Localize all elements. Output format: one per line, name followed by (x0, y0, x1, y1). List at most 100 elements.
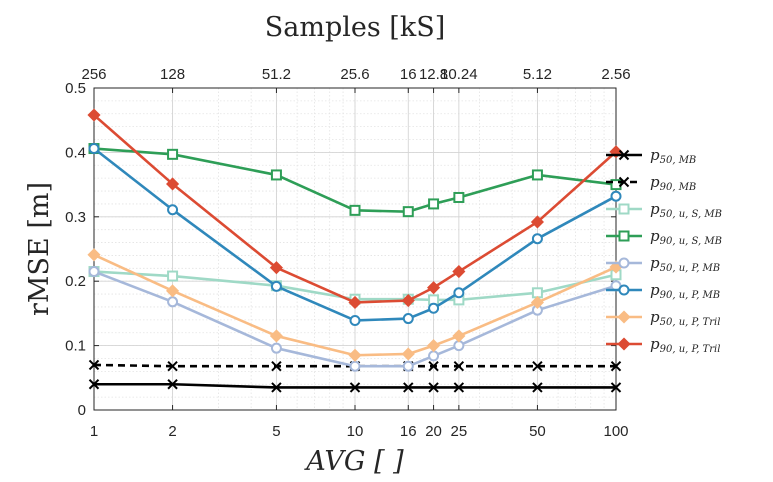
data-point (532, 361, 543, 372)
marker-stroke (271, 382, 282, 393)
legend-swatch-marker (618, 176, 630, 188)
legend-item: p90, u, S, MB (650, 227, 722, 247)
legend-swatch (606, 149, 642, 161)
data-point (167, 296, 179, 308)
legend-swatch-marker (617, 337, 631, 351)
x-tick-label: 100 (603, 423, 628, 440)
data-point (428, 382, 439, 393)
data-point (402, 360, 414, 372)
top-axis-tick-label: 128 (160, 66, 185, 83)
data-point (532, 382, 543, 393)
y-axis-label: rMSE [m] (24, 182, 55, 316)
marker-stroke (349, 382, 361, 393)
legend: p50, MB p90, MB p50, u, S, MB p90, u, S,… (606, 146, 722, 355)
series-0 (88, 379, 622, 393)
data-point (349, 382, 361, 393)
marker-stroke (167, 379, 178, 390)
legend-swatch (606, 176, 642, 188)
series-6 (87, 248, 623, 362)
data-point (453, 361, 465, 372)
data-point (167, 270, 179, 282)
data-point (610, 190, 622, 202)
marker-stroke (88, 379, 100, 390)
data-point (87, 108, 101, 122)
x-tick-label: 20 (425, 423, 442, 440)
legend-swatch (606, 203, 642, 215)
data-point (453, 287, 465, 299)
marker-stroke (610, 382, 622, 393)
data-point (166, 284, 180, 298)
data-point (88, 359, 100, 371)
legend-label: p50, u, P, MB (650, 254, 720, 274)
data-point (427, 281, 441, 295)
x-tick-label: 10 (347, 423, 364, 440)
data-point (453, 191, 465, 203)
marker-stroke (618, 176, 630, 188)
marker-stroke (428, 361, 439, 372)
legend-item: p50, MB (650, 146, 696, 166)
y-tick-label: 0.1 (65, 338, 86, 355)
legend-swatch (606, 337, 642, 351)
data-point (401, 347, 415, 361)
x-tick-label: 2 (168, 423, 176, 440)
data-point (428, 198, 440, 210)
data-point (269, 329, 283, 343)
legend-label: p50, u, S, MB (650, 200, 722, 220)
legend-label: p90, u, S, MB (650, 227, 722, 247)
top-axis-tick-label: 256 (81, 66, 106, 83)
data-point (530, 215, 544, 229)
data-point (401, 293, 415, 308)
legend-swatch (606, 257, 642, 269)
marker-stroke (167, 361, 178, 372)
legend-label: p50, MB (650, 146, 696, 166)
data-point (88, 143, 100, 155)
y-tick-label: 0.5 (65, 80, 86, 97)
top-axis-tick-label: 12.8 (419, 66, 448, 83)
data-point (452, 329, 466, 343)
data-point (167, 148, 179, 160)
data-point (88, 266, 100, 278)
marker-stroke (453, 382, 465, 393)
top-axis-tick-label: 51.2 (262, 66, 291, 83)
legend-swatch-marker (618, 257, 630, 269)
data-point (270, 280, 282, 292)
data-point (348, 295, 362, 310)
legend-swatch (606, 284, 642, 296)
chart-title: Samples [kS] (265, 12, 445, 43)
data-point (453, 382, 465, 393)
x-tick-label: 16 (400, 423, 417, 440)
data-point (428, 350, 440, 362)
data-point (88, 379, 100, 390)
data-point (349, 314, 361, 326)
data-point (610, 361, 622, 372)
legend-item: p90, u, P, Tril (650, 335, 720, 355)
legend-swatch-marker (618, 284, 630, 296)
top-axis-tick-label: 16 (400, 66, 417, 83)
data-point (427, 339, 441, 353)
data-point (167, 379, 178, 390)
data-point (610, 382, 622, 393)
x-tick-label: 1 (90, 423, 98, 440)
top-axis-tick-label: 5.12 (523, 66, 552, 83)
data-point (452, 264, 466, 279)
marker-stroke (532, 361, 543, 372)
legend-swatch (606, 310, 642, 324)
legend-swatch-marker (618, 149, 630, 161)
marker-stroke (403, 382, 414, 393)
legend-swatch-marker (617, 310, 631, 324)
data-point (87, 248, 101, 262)
data-point (167, 361, 178, 372)
data-point (270, 342, 282, 354)
legend-item: p50, u, P, Tril (650, 308, 720, 328)
legend-swatch-marker (618, 230, 630, 242)
marker-stroke (453, 361, 465, 372)
y-tick-label: 0.2 (65, 273, 86, 290)
data-point (348, 348, 362, 362)
y-tick-label: 0.4 (65, 144, 86, 161)
x-axis-label: AVG [ ] (303, 446, 404, 477)
x-tick-label: 25 (451, 423, 468, 440)
data-point (269, 261, 283, 275)
marker-stroke (532, 382, 543, 393)
legend-swatch-marker (618, 203, 630, 215)
